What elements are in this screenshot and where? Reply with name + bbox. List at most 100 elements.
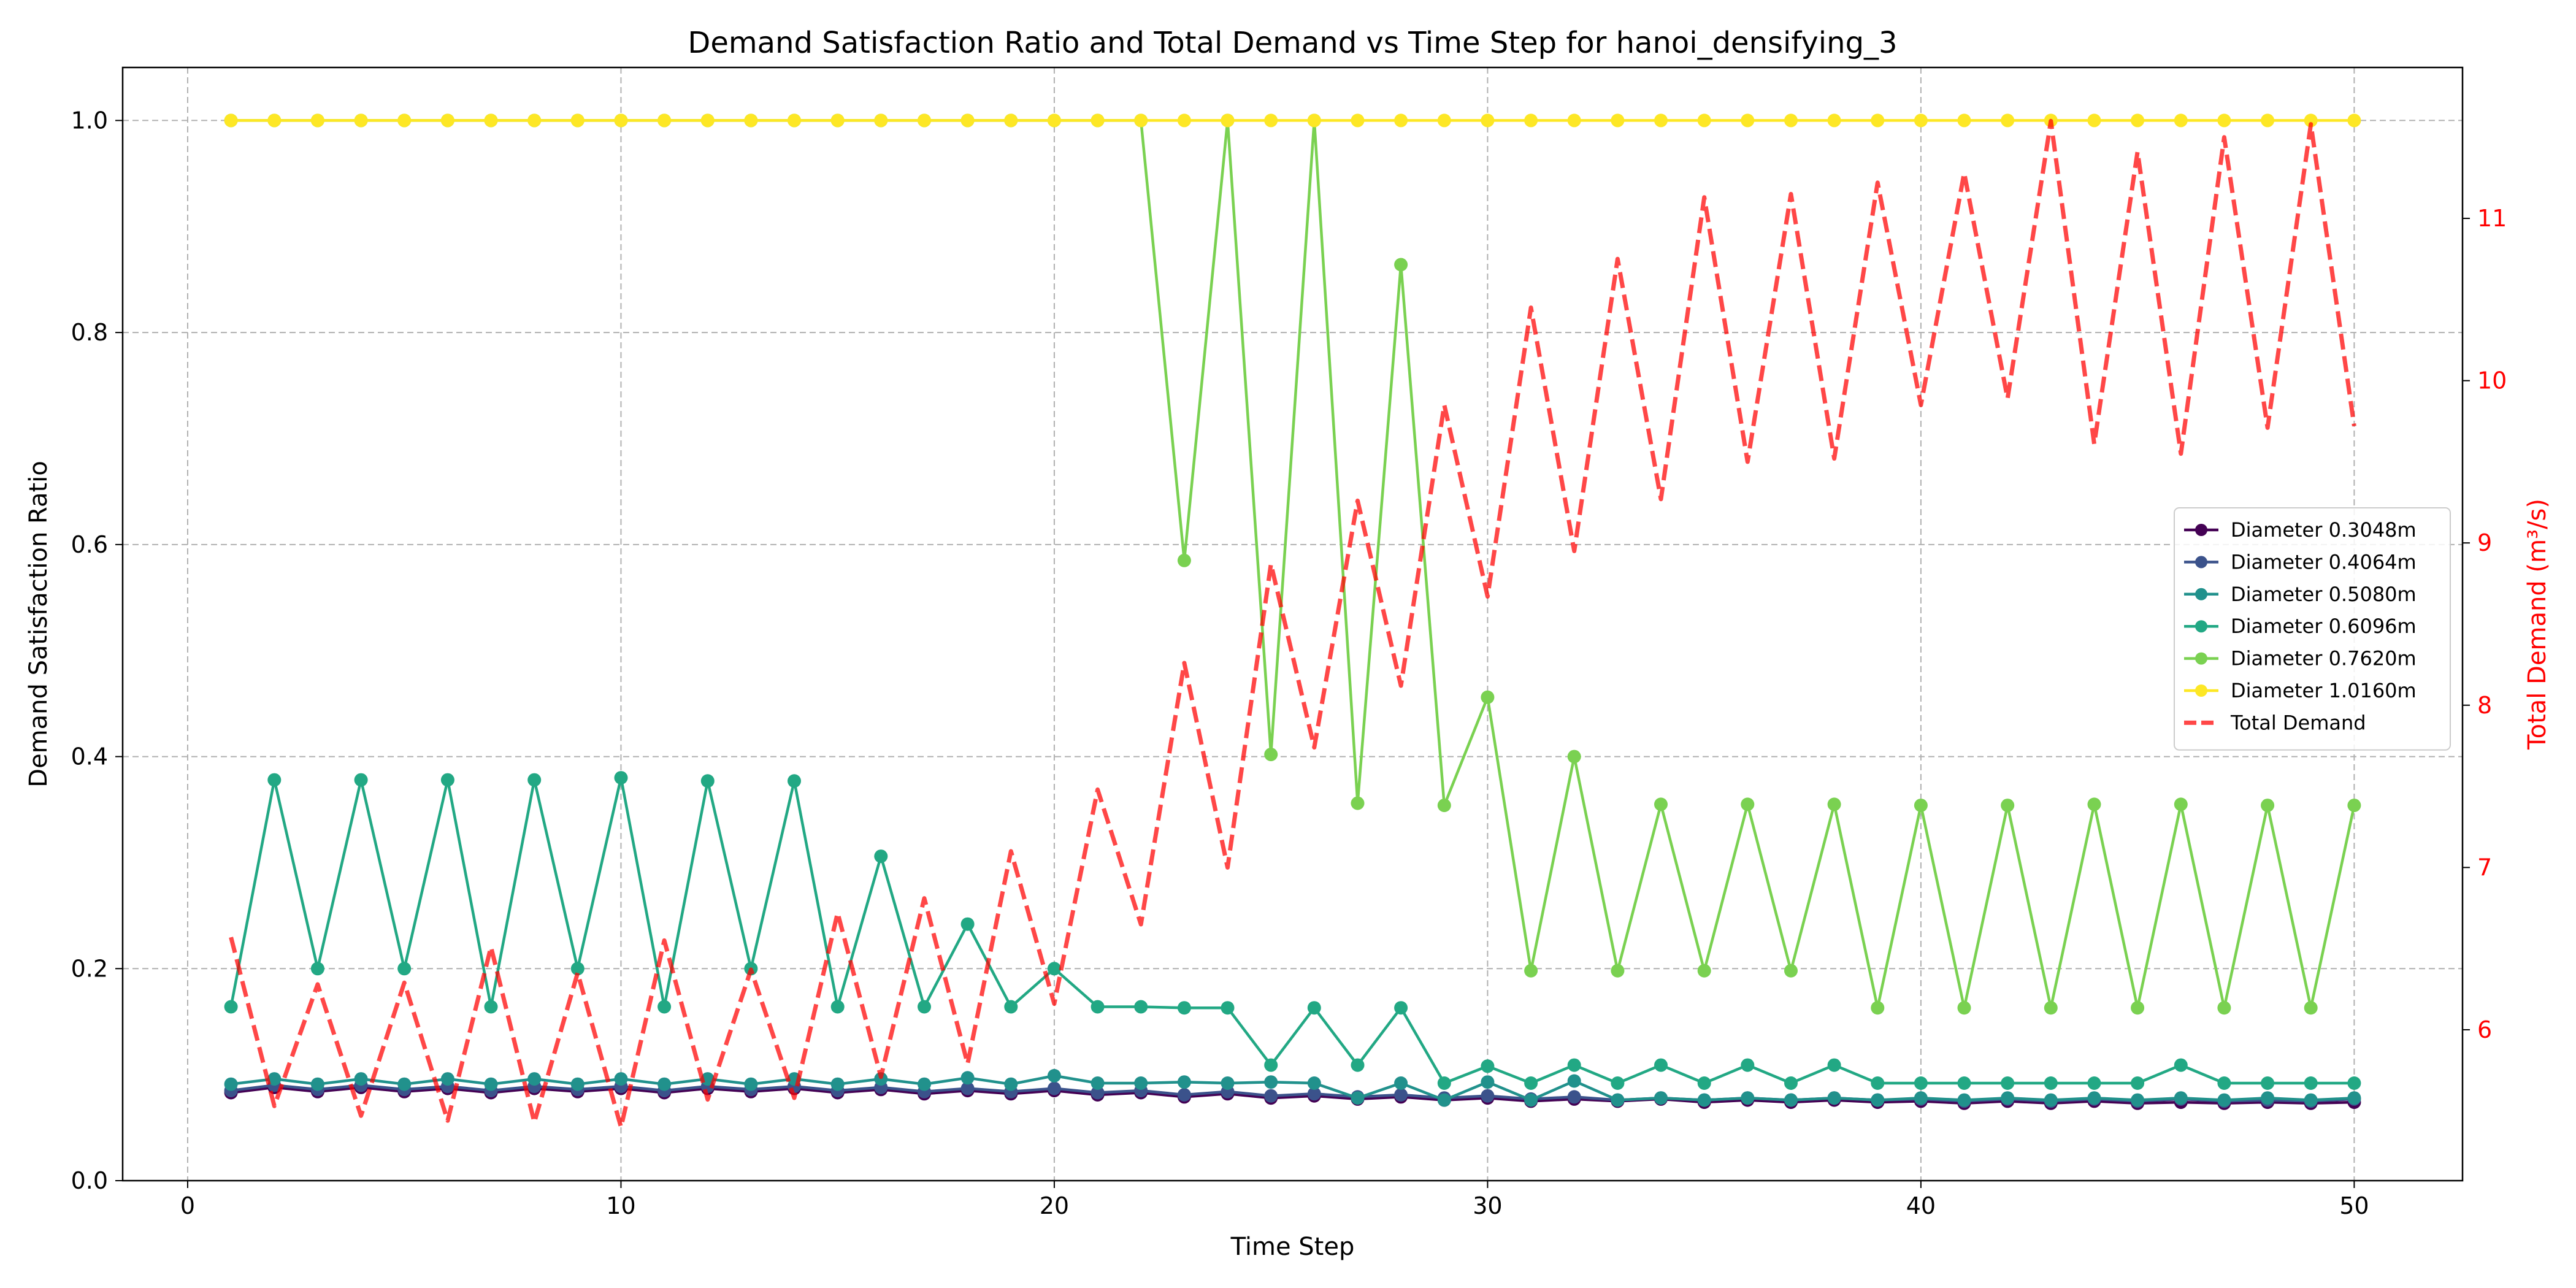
data-point [1697, 113, 1711, 128]
legend-label: Diameter 1.0160m [2231, 679, 2417, 702]
legend-entry: Diameter 0.3048m [2184, 518, 2417, 542]
data-point [1394, 258, 1408, 272]
x-tick-label: 50 [2339, 1192, 2369, 1219]
data-point [397, 113, 412, 128]
data-point [397, 962, 412, 976]
data-point [2304, 1093, 2318, 1107]
data-point [440, 1072, 454, 1086]
data-point [744, 1077, 758, 1091]
data-point [1697, 964, 1711, 978]
data-point [1741, 1058, 1755, 1072]
data-point [1741, 113, 1755, 128]
data-point [2347, 799, 2361, 813]
data-point [2001, 799, 2015, 813]
data-point [1611, 964, 1625, 978]
data-point [1871, 1093, 1885, 1107]
data-point [1264, 113, 1278, 128]
data-point [1307, 1001, 1321, 1015]
legend-entry: Diameter 0.6096m [2184, 615, 2417, 638]
legend-marker [2195, 556, 2207, 569]
data-point [1004, 113, 1018, 128]
data-point [1784, 964, 1798, 978]
data-point [1481, 1075, 1495, 1089]
data-point [1047, 113, 1061, 128]
data-point [354, 1072, 368, 1086]
y2-tick-label: 8 [2477, 692, 2492, 719]
data-point [1654, 797, 1668, 811]
data-point [1654, 113, 1668, 128]
data-point [440, 113, 454, 128]
data-point [2087, 1091, 2101, 1105]
data-point [874, 849, 888, 864]
data-point [2304, 1076, 2318, 1090]
data-point [1177, 113, 1191, 128]
data-point [2131, 1001, 2145, 1015]
data-point [354, 773, 368, 787]
data-point [2217, 1076, 2231, 1090]
data-point [960, 113, 975, 128]
data-point [1091, 1076, 1105, 1090]
data-point [1394, 1088, 1408, 1102]
data-point [1091, 113, 1105, 128]
data-point [1394, 113, 1408, 128]
data-point [2087, 797, 2101, 811]
legend-entry: Diameter 0.5080m [2184, 583, 2417, 606]
data-point [224, 1077, 238, 1091]
data-point [1697, 1093, 1711, 1107]
plot-area-frame [121, 66, 2464, 1182]
legend-entry: Diameter 0.7620m [2184, 647, 2417, 670]
data-point [960, 1071, 975, 1085]
data-point [1134, 113, 1148, 128]
x-tick-label: 40 [1906, 1192, 1936, 1219]
data-point [1307, 113, 1321, 128]
data-point [1697, 1076, 1711, 1090]
data-point [1394, 1076, 1408, 1090]
data-point [614, 113, 628, 128]
x-tick-label: 0 [180, 1192, 195, 1219]
data-point [1567, 1058, 1581, 1072]
data-point [960, 917, 975, 931]
data-point [1654, 1058, 1668, 1072]
data-point [440, 773, 454, 787]
series-5 [224, 113, 2361, 128]
data-point [310, 1077, 324, 1091]
data-point [2261, 799, 2275, 813]
data-point [1784, 1076, 1798, 1090]
data-point [700, 774, 715, 788]
y-axis-label: Demand Satisfaction Ratio [25, 461, 53, 788]
y-tick-label: 1.0 [71, 107, 108, 134]
data-point [527, 113, 542, 128]
data-point [614, 771, 628, 785]
data-point [1351, 113, 1365, 128]
data-point [1221, 1001, 1235, 1015]
series-line [231, 1086, 2355, 1105]
axes: 0 10 20 30 40 50 0.0 0.2 0.4 0.6 0.8 1.0 6 7 8 9 10 11 [71, 107, 2507, 1219]
data-point [2174, 797, 2188, 811]
data-point [657, 1077, 672, 1091]
data-point [2261, 1076, 2275, 1090]
data-point [830, 1077, 845, 1091]
data-point [830, 113, 845, 128]
data-point [1177, 1088, 1191, 1102]
data-point [2217, 113, 2231, 128]
data-point [744, 113, 758, 128]
data-point [2347, 113, 2361, 128]
y2-axis-label: Total Demand (m³/s) [2523, 499, 2551, 750]
data-point [1047, 962, 1061, 976]
data-point [700, 113, 715, 128]
data-point [1221, 1076, 1235, 1090]
data-point [657, 113, 672, 128]
series-line [231, 1074, 2355, 1102]
x-axis-label: Time Step [1230, 1233, 1355, 1261]
data-point [2261, 113, 2275, 128]
data-point [2087, 1076, 2101, 1090]
data-point [1827, 1091, 1841, 1105]
data-point [788, 774, 801, 788]
data-point [1481, 1089, 1495, 1103]
data-point [1481, 113, 1495, 128]
data-point [1784, 1093, 1798, 1107]
data-point [960, 1081, 975, 1095]
legend-label: Diameter 0.7620m [2231, 647, 2417, 670]
data-point [224, 1000, 238, 1014]
data-point [918, 1000, 931, 1014]
